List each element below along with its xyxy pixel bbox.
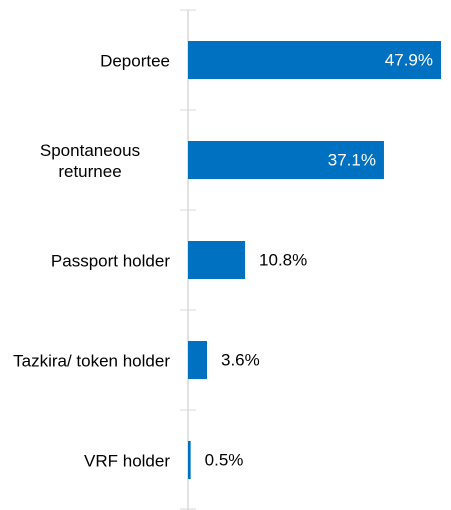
bar xyxy=(188,141,384,179)
data-label: 47.9% xyxy=(385,50,433,69)
data-label: 37.1% xyxy=(328,150,376,169)
category-label: Tazkira/ token holder xyxy=(13,351,170,371)
category-label: Spontaneous returnee xyxy=(39,141,141,181)
bar xyxy=(188,41,441,79)
data-label: 10.8% xyxy=(259,250,307,269)
data-label: 0.5% xyxy=(205,450,244,469)
category-label: VRF holder xyxy=(84,451,170,471)
data-label: 3.6% xyxy=(221,350,260,369)
band-ticks xyxy=(180,9,196,510)
bar xyxy=(188,441,191,479)
bar xyxy=(188,241,246,279)
bar xyxy=(188,341,208,379)
category-label: Passport holder xyxy=(50,251,170,271)
category-label: Deportee xyxy=(100,51,170,71)
